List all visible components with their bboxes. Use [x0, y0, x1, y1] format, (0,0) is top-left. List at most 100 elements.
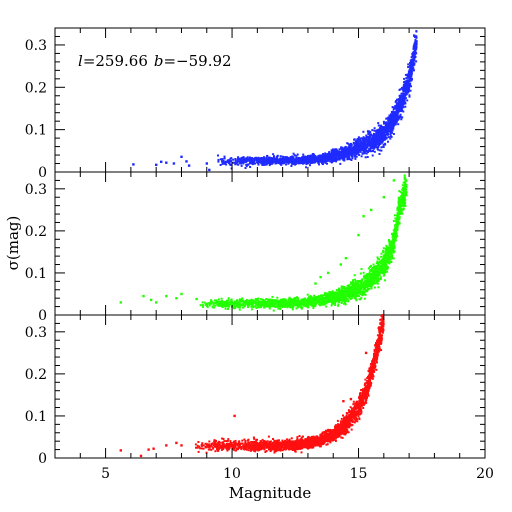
data-point: [413, 56, 416, 59]
data-point: [402, 196, 404, 199]
data-point: [391, 129, 394, 132]
data-point: [317, 161, 320, 164]
data-point: [405, 194, 408, 197]
data-point: [337, 291, 340, 294]
data-point: [395, 112, 397, 115]
data-point: [387, 127, 390, 130]
data-point: [350, 152, 353, 155]
data-point: [241, 157, 244, 160]
data-point: [401, 88, 404, 91]
data-point: [383, 260, 385, 263]
data-point: [343, 148, 345, 151]
data-point: [387, 130, 390, 133]
data-point: [279, 157, 282, 160]
data-point: [374, 139, 377, 142]
data-point: [374, 282, 377, 285]
data-point: [380, 149, 383, 152]
data-point: [387, 136, 390, 139]
data-point: [277, 307, 280, 310]
data-point: [401, 187, 404, 190]
data-point: [313, 156, 316, 159]
data-point: [378, 258, 381, 261]
data-point: [410, 68, 413, 71]
data-point: [348, 296, 351, 299]
data-point: [372, 144, 375, 147]
data-point: [276, 301, 279, 304]
data-point: [222, 304, 225, 307]
data-point: [390, 253, 393, 256]
data-point: [331, 291, 334, 294]
data-point: [323, 157, 326, 160]
data-point: [395, 107, 398, 110]
data-point: [356, 284, 359, 287]
data-point: [246, 159, 249, 162]
data-point: [311, 303, 314, 306]
data-point: [345, 148, 348, 151]
data-point: [243, 305, 246, 308]
data-point: [413, 58, 416, 60]
data-point: [386, 131, 389, 134]
data-point: [414, 38, 417, 41]
data-point: [292, 152, 295, 155]
data-point: [344, 155, 347, 158]
data-point: [396, 214, 398, 217]
data-point: [403, 176, 406, 179]
data-point: [330, 297, 333, 299]
data-point: [250, 301, 253, 304]
data-point: [384, 261, 387, 264]
data-point: [354, 149, 357, 152]
data-point: [331, 298, 333, 301]
data-point: [334, 159, 336, 162]
data-point: [330, 293, 333, 296]
data-point: [407, 91, 410, 94]
data-point: [320, 299, 323, 302]
data-point: [335, 148, 338, 151]
data-point: [295, 154, 298, 157]
data-point: [314, 305, 317, 308]
data-point: [398, 106, 401, 109]
data-point: [398, 108, 401, 111]
data-point: [326, 158, 329, 161]
data-point: [393, 112, 396, 115]
data-point: [239, 162, 242, 165]
data-point: [288, 296, 291, 299]
data-point: [400, 194, 403, 197]
data-point: [322, 153, 325, 155]
data-point: [393, 123, 396, 126]
data-point: [256, 161, 259, 164]
data-point: [389, 135, 392, 138]
data-point: [297, 304, 300, 307]
data-point: [353, 281, 356, 284]
data-point: [373, 144, 376, 147]
data-point: [302, 304, 305, 307]
data-point: [242, 162, 245, 165]
data-point: [236, 158, 239, 160]
data-point: [381, 126, 384, 129]
data-point: [217, 154, 219, 157]
data-point: [236, 299, 239, 302]
data-point: [276, 156, 278, 159]
data-point: [362, 130, 365, 133]
data-point: [252, 157, 255, 160]
data-point: [354, 155, 357, 158]
data-point: [352, 145, 355, 148]
data-point: [224, 307, 227, 310]
data-point: [219, 164, 222, 166]
data-point: [347, 294, 350, 297]
data-point: [378, 128, 381, 131]
data-point: [382, 130, 385, 133]
data-point: [347, 142, 350, 145]
data-point: [343, 149, 346, 152]
data-point: [399, 88, 402, 91]
data-point-outlier: [160, 160, 163, 163]
data-point: [376, 257, 379, 260]
data-point: [408, 78, 411, 81]
data-point: [398, 197, 401, 199]
data-point: [400, 204, 403, 207]
data-point: [324, 161, 327, 164]
data-point: [378, 270, 381, 273]
data-point: [359, 293, 362, 296]
data-point: [414, 52, 417, 54]
data-point: [242, 306, 245, 309]
data-point-outlier: [187, 164, 191, 167]
